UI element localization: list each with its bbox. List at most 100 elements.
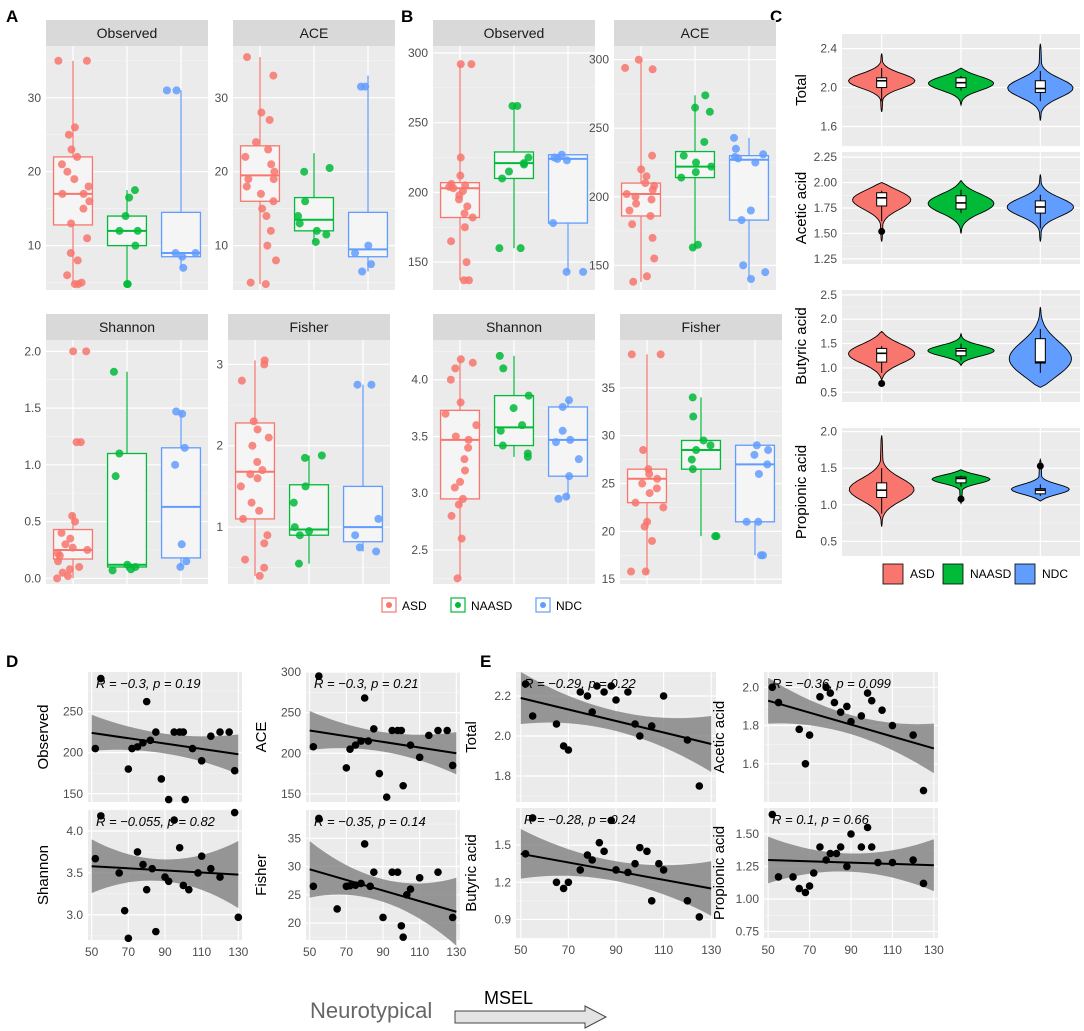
- data-point: [600, 688, 608, 696]
- data-point-asd: [258, 204, 267, 213]
- data-point-ndc: [549, 219, 558, 228]
- y-axis-label: Propionic acid: [793, 445, 810, 539]
- data-point-naasd: [300, 167, 309, 176]
- x-tick-label: 110: [883, 943, 902, 957]
- y-tick-label: 200: [589, 190, 609, 204]
- x-tick-label: 90: [844, 943, 858, 957]
- data-point-asd: [456, 398, 465, 407]
- data-point-asd: [460, 223, 469, 232]
- strip-title: Fisher: [682, 319, 721, 335]
- data-point: [795, 725, 804, 734]
- data-point-ndc: [351, 531, 360, 540]
- data-point-asd: [447, 237, 456, 246]
- data-point-ndc: [752, 441, 761, 450]
- data-point-asd: [79, 189, 88, 198]
- data-point: [315, 814, 323, 823]
- y-tick-label: 0.5: [24, 515, 41, 529]
- correlation-annotation: R = −0.3, p = 0.19: [96, 676, 200, 691]
- y-tick-label: 1.6: [820, 120, 837, 134]
- data-point-asd: [648, 536, 657, 545]
- data-point-asd: [456, 153, 465, 162]
- y-tick-label: 3.5: [411, 429, 428, 443]
- y-tick-label: 1.0: [820, 498, 837, 512]
- data-point-asd: [239, 514, 248, 523]
- data-point-ndc: [759, 150, 768, 159]
- violin-box: [876, 192, 888, 207]
- data-point-asd: [648, 151, 657, 160]
- data-point-ndc: [737, 216, 746, 225]
- data-point: [624, 688, 632, 696]
- x-tick-label: 90: [609, 943, 623, 957]
- chart-C-butyric: 0.5 1.0 1.5 2.0 2.5 Butyric acid: [793, 288, 1080, 402]
- data-point-asd: [75, 562, 84, 571]
- data-point-naasd: [707, 162, 716, 171]
- y-tick-label: 25: [288, 888, 302, 902]
- data-point-naasd: [496, 426, 505, 435]
- data-point: [564, 746, 573, 754]
- data-point-asd: [632, 199, 641, 208]
- data-point: [346, 745, 354, 753]
- data-point: [181, 795, 189, 804]
- data-point-ndc: [574, 455, 583, 464]
- y-tick-label: 150: [281, 787, 301, 801]
- data-point-asd: [70, 123, 79, 132]
- y-tick-label: 1.00: [736, 892, 760, 906]
- data-point-asd: [640, 522, 649, 531]
- data-point: [91, 744, 100, 753]
- chart-D-ace: 150 200 250 300 R = −0.3, p = 0.21 ACE: [253, 665, 460, 802]
- data-point: [631, 720, 639, 728]
- data-point-asd: [468, 213, 477, 222]
- data-point-naasd: [524, 391, 533, 400]
- data-point: [659, 866, 668, 874]
- chart-E-acetic: 1.6 1.8 2.0 R = −0.36, p = 0.099 Acetic acid: [711, 672, 938, 802]
- data-point: [795, 884, 804, 893]
- correlation-annotation: R = 0.1, p = 0.66: [772, 812, 870, 827]
- data-point: [832, 849, 841, 858]
- data-point: [164, 795, 173, 804]
- box-ndc: [547, 154, 589, 224]
- strip-bg: [614, 20, 776, 46]
- data-point-ndc: [579, 267, 588, 276]
- data-point: [216, 873, 224, 881]
- violin-box: [876, 77, 888, 89]
- data-point-asd: [629, 277, 638, 286]
- y-tick-label: 2.0: [742, 680, 759, 694]
- data-point-asd: [258, 466, 267, 475]
- data-point: [631, 859, 639, 868]
- data-point-naasd: [688, 243, 697, 252]
- data-point-naasd: [518, 421, 527, 430]
- data-point-naasd: [712, 532, 721, 541]
- data-point-naasd: [294, 212, 303, 221]
- data-point: [146, 736, 155, 745]
- data-point-asd: [67, 145, 76, 154]
- data-point: [789, 873, 797, 881]
- legend-top-label-naasd: NAASD: [471, 599, 513, 613]
- data-point-asd: [79, 204, 88, 213]
- data-point: [170, 816, 178, 824]
- data-point-asd: [66, 249, 75, 258]
- data-point: [97, 674, 105, 683]
- data-point: [91, 854, 100, 863]
- chart-C-propionic: 0.5 1.0 1.5 2.0 Propionic acid: [793, 425, 1080, 556]
- data-point-ndc: [553, 154, 562, 163]
- data-point-asd: [451, 432, 460, 441]
- y-tick-label: 250: [63, 704, 83, 718]
- violin-box: [1034, 338, 1046, 364]
- data-point-ndc: [558, 426, 567, 435]
- data-point-naasd: [691, 103, 700, 112]
- data-point-asd: [269, 71, 278, 80]
- data-point-asd: [83, 234, 92, 243]
- data-point: [397, 922, 406, 930]
- data-point-asd: [243, 53, 252, 62]
- data-point: [583, 692, 592, 700]
- y-axis-label: Total: [793, 74, 810, 106]
- data-point-ndc: [562, 492, 571, 501]
- data-point-naasd: [679, 151, 688, 160]
- data-point-asd: [263, 531, 272, 540]
- y-axis-label: Butyric acid: [793, 307, 810, 385]
- data-point-naasd: [692, 446, 701, 455]
- data-point: [194, 869, 202, 877]
- chart-D-fisher: 20 25 30 35 R = −0.35, p = 0.14 Fisher 50 70 90 1…: [253, 810, 467, 959]
- strip-title: ACE: [681, 25, 710, 41]
- data-point-asd: [453, 574, 462, 583]
